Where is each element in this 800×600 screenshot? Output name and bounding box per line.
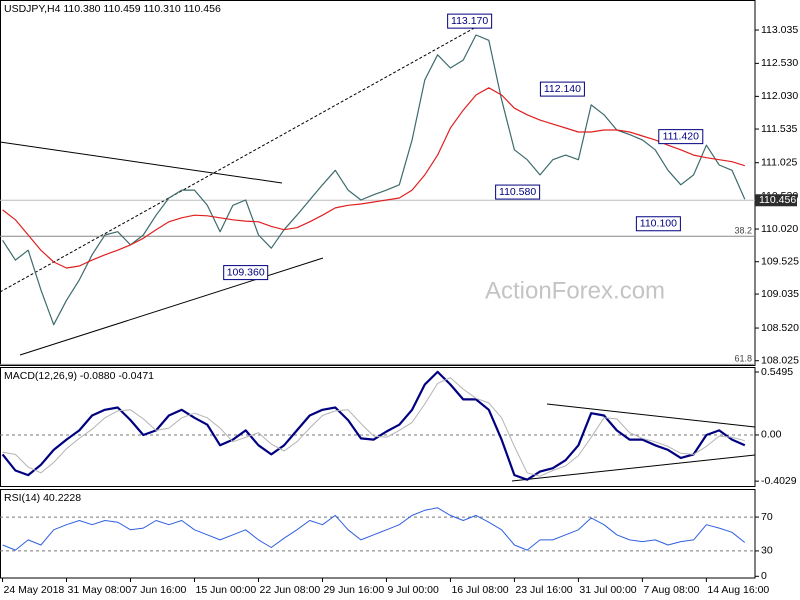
fib-label: 38.2 [734,226,752,236]
watermark: ActionForex.com [485,277,665,304]
trendline [546,403,756,428]
price-annotation-label: 109.360 [227,266,265,278]
price-annotation-label: 111.420 [663,130,700,142]
y-tick-label: 112.030 [761,90,798,102]
price-annotation-label: 113.170 [451,15,488,27]
y-tick-label: 110.020 [761,223,798,235]
x-tick-label: 15 Jun 00:00 [196,584,257,596]
y-tick-label: 109.035 [761,288,799,300]
y-tick-label: 108.025 [761,354,799,366]
fib-label: 61.8 [734,354,752,364]
y-tick-label: -0.4029 [761,475,797,487]
y-tick-label: 109.525 [761,255,799,267]
x-tick-label: 22 Jun 08:00 [259,584,320,596]
price-annotation-box [223,265,269,281]
x-tick-label: 31 Jul 00:00 [579,584,636,596]
x-tick-label: 9 Jul 00:00 [387,584,439,596]
y-tick-label: 0 [761,570,767,582]
price-annotation-box [495,184,541,200]
price-annotation-box [635,216,681,232]
y-tick-label: 0.00 [761,429,782,441]
x-tick-label: 31 May 08:00 [68,584,132,596]
trendline [511,454,756,482]
price-annotation-box [539,81,585,97]
x-tick-label: 7 Aug 08:00 [643,584,699,596]
x-tick-label: 16 Jul 08:00 [451,584,508,596]
last-price-label: 110.456 [759,194,796,206]
x-tick-label: 24 May 2018 [4,584,65,596]
y-tick-label: 30 [761,545,773,557]
y-tick-label: 111.025 [761,156,798,168]
y-tick-label: 70 [761,511,773,523]
price-annotation-label: 110.100 [640,218,677,230]
y-tick-label: 112.530 [761,57,798,69]
price-header: USDJPY,H4 110.380 110.459 110.310 110.45… [4,3,221,15]
price-annotation-box [658,129,704,145]
price-annotation-label: 112.140 [544,83,581,95]
x-tick-label: 23 Jul 16:00 [515,584,572,596]
series-line [2,507,746,551]
trendline [19,257,324,356]
series-line [2,87,745,269]
trendline [0,26,477,293]
price-panel-frame [0,0,756,366]
series-line [1,370,746,481]
y-tick-label: 108.520 [761,322,799,334]
y-tick-label: 0.5495 [761,366,793,378]
x-tick-label: 14 Aug 16:00 [707,584,769,596]
y-tick-label: 113.035 [761,24,798,36]
price-annotation-box [447,13,493,29]
macd-header: MACD(12,26,9) -0.0880 -0.0471 [4,370,154,382]
last-price-box [755,194,797,207]
series-line [2,34,746,326]
series-line [2,377,745,477]
trendline [0,141,283,184]
price-annotation-label: 110.580 [499,186,536,198]
rsi-panel-frame [0,489,756,579]
y-tick-label: 111.535 [761,123,798,135]
x-tick-label: 7 Jun 16:00 [132,584,187,596]
x-tick-label: 29 Jun 16:00 [323,584,384,596]
rsi-header: RSI(14) 40.2228 [4,492,81,504]
